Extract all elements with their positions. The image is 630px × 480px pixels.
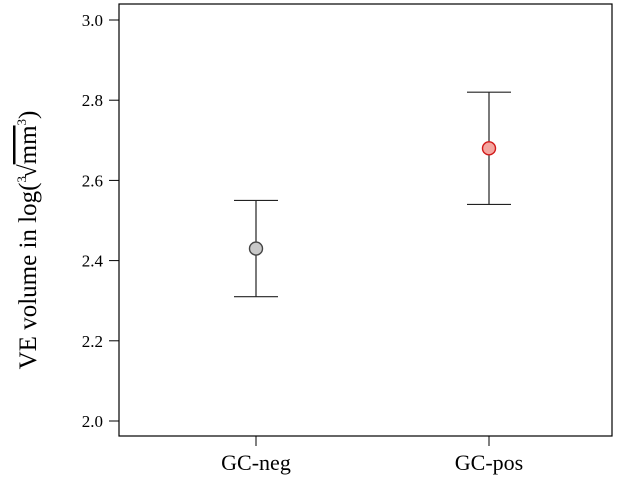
x-axis: GC-neg GC-pos	[221, 436, 523, 475]
y-tick-label: 2.2	[82, 332, 103, 351]
mean-point	[248, 241, 264, 256]
y-axis-label-radical-sign: √	[15, 164, 42, 178]
plot-frame-group	[118, 3, 613, 437]
y-axis-label-prefix: VE volume in	[15, 223, 42, 370]
y-tick-label: 2.4	[82, 252, 104, 271]
y-axis-label-close: )	[15, 111, 42, 119]
y-tick-label: 3.0	[82, 11, 103, 30]
data-marks	[234, 91, 511, 298]
y-axis-label: VE volume in log(3√mm3)	[14, 111, 42, 370]
y-tick-label: 2.8	[82, 91, 103, 110]
y-axis: 2.0 2.2 2.4 2.6 2.8 3.0	[82, 11, 119, 431]
x-tick-label: GC-pos	[455, 450, 523, 475]
y-tick-label: 2.6	[82, 171, 103, 190]
plot-frame	[118, 3, 613, 437]
y-axis-label-exponent: 3	[14, 119, 29, 126]
y-tick-label: 2.0	[82, 412, 103, 431]
y-axis-label-group: VE volume in log(3√mm3)	[14, 111, 42, 370]
y-axis-label-root-index: 3	[14, 176, 29, 183]
y-axis-label-radicand: mm	[15, 125, 42, 164]
mean-point	[481, 141, 497, 156]
x-tick-label: GC-neg	[221, 450, 291, 475]
y-axis-label-log: log(	[15, 183, 42, 223]
